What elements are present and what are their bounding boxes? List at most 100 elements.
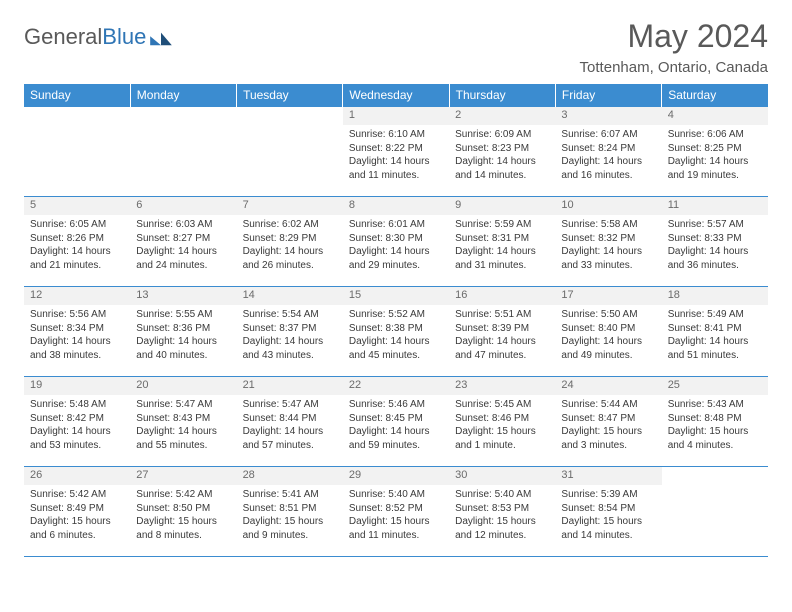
daylight-line: Daylight: 14 hours and 29 minutes. <box>349 245 443 272</box>
sunrise-line: Sunrise: 6:01 AM <box>349 218 443 232</box>
sunrise-line: Sunrise: 5:49 AM <box>668 308 762 322</box>
calendar-week-row: 1Sunrise: 6:10 AMSunset: 8:22 PMDaylight… <box>24 107 768 197</box>
sunrise-line: Sunrise: 6:09 AM <box>455 128 549 142</box>
calendar-day-cell: 31Sunrise: 5:39 AMSunset: 8:54 PMDayligh… <box>555 467 661 557</box>
calendar-table: Sunday Monday Tuesday Wednesday Thursday… <box>24 84 768 557</box>
calendar-week-row: 5 Sunrise: 6:05 AMSunset: 8:26 PM Daylight… <box>24 197 768 287</box>
daylight-line: Daylight: 14 hours and 36 minutes. <box>668 245 762 272</box>
day-number-empty <box>130 107 236 125</box>
sunrise-line: Sunrise: 5:45 AM <box>455 398 549 412</box>
calendar-day-cell: 12Sunrise: 5:56 AMSunset: 8:34 PMDayligh… <box>24 287 130 377</box>
daylight-line: Daylight: 14 hours and 38 minutes. <box>30 335 124 362</box>
day-number: 9 <box>449 197 555 215</box>
sunrise-line: Sunrise: 5:41 AM <box>243 488 337 502</box>
day-body: Sunrise: 5:50 AMSunset: 8:40 PMDaylight:… <box>555 305 661 364</box>
sunset-line: Sunset: 8:38 PM <box>349 322 443 336</box>
sunset-line: Sunset: 8:23 PM <box>455 142 549 156</box>
sunset-line: Sunset: 8:22 PM <box>349 142 443 156</box>
location-text: Tottenham, Ontario, Canada <box>580 59 768 76</box>
sunrise-line: Sunrise: 5:57 AM <box>668 218 762 232</box>
calendar-day-cell <box>237 107 343 197</box>
daylight-line: Daylight: 14 hours and 16 minutes. <box>561 155 655 182</box>
day-body: Sunrise: 6:01 AMSunset: 8:30 PMDaylight:… <box>343 215 449 274</box>
sunset-line: Sunset: 8:26 PM <box>30 232 124 246</box>
sunset-line: Sunset: 8:50 PM <box>136 502 230 516</box>
daylight-line: Daylight: 14 hours and 40 minutes. <box>136 335 230 362</box>
day-header: Tuesday <box>237 84 343 107</box>
sunset-line: Sunset: 8:25 PM <box>668 142 762 156</box>
daylight-line: Daylight: 15 hours and 14 minutes. <box>561 515 655 542</box>
day-number: 25 <box>662 377 768 395</box>
sunset-line: Sunset: 8:52 PM <box>349 502 443 516</box>
sunset-line: Sunset: 8:49 PM <box>30 502 124 516</box>
day-number: 14 <box>237 287 343 305</box>
calendar-day-cell: 8Sunrise: 6:01 AMSunset: 8:30 PMDaylight… <box>343 197 449 287</box>
sunrise-line: Sunrise: 6:05 AM <box>30 218 124 232</box>
sunset-line: Sunset: 8:42 PM <box>30 412 124 426</box>
sunrise-line: Sunrise: 5:47 AM <box>136 398 230 412</box>
sunset-line: Sunset: 8:53 PM <box>455 502 549 516</box>
daylight-line: Daylight: 14 hours and 31 minutes. <box>455 245 549 272</box>
sunrise-line: Sunrise: 6:02 AM <box>243 218 337 232</box>
sunset-line: Sunset: 8:36 PM <box>136 322 230 336</box>
calendar-day-cell: 22Sunrise: 5:46 AMSunset: 8:45 PMDayligh… <box>343 377 449 467</box>
sunrise-line: Sunrise: 6:07 AM <box>561 128 655 142</box>
calendar-day-cell: 13Sunrise: 5:55 AMSunset: 8:36 PMDayligh… <box>130 287 236 377</box>
sunrise-line: Sunrise: 5:55 AM <box>136 308 230 322</box>
day-number: 21 <box>237 377 343 395</box>
day-body: Sunrise: 6:07 AMSunset: 8:24 PMDaylight:… <box>555 125 661 184</box>
calendar-day-cell: 17Sunrise: 5:50 AMSunset: 8:40 PMDayligh… <box>555 287 661 377</box>
sunrise-line: Sunrise: 5:58 AM <box>561 218 655 232</box>
sunset-line: Sunset: 8:31 PM <box>455 232 549 246</box>
calendar-day-cell: 16 Sunrise: 5:51 AMSunset: 8:39 PMDayligh… <box>449 287 555 377</box>
calendar-page: GeneralBlue May 2024 Tottenham, Ontario,… <box>0 0 792 569</box>
title-block: May 2024 Tottenham, Ontario, Canada <box>580 18 768 76</box>
day-number: 7 <box>237 197 343 215</box>
day-number: 26 <box>24 467 130 485</box>
day-body: Sunrise: 5:39 AMSunset: 8:54 PMDaylight:… <box>555 485 661 544</box>
day-number: 24 <box>555 377 661 395</box>
daylight-line: Daylight: 15 hours and 3 minutes. <box>561 425 655 452</box>
sunrise-line: Sunrise: 5:47 AM <box>243 398 337 412</box>
calendar-day-cell <box>130 107 236 197</box>
sunset-line: Sunset: 8:39 PM <box>455 322 549 336</box>
daylight-line: Daylight: 15 hours and 11 minutes. <box>349 515 443 542</box>
sunrise-line: Sunrise: 6:10 AM <box>349 128 443 142</box>
sunrise-line: Sunrise: 5:51 AM <box>455 308 549 322</box>
daylight-line: Daylight: 14 hours and 45 minutes. <box>349 335 443 362</box>
day-number: 11 <box>662 197 768 215</box>
day-number: 8 <box>343 197 449 215</box>
day-number-empty <box>24 107 130 125</box>
daylight-line: Daylight: 15 hours and 6 minutes. <box>30 515 124 542</box>
day-number: 20 <box>130 377 236 395</box>
calendar-day-cell: 11Sunrise: 5:57 AMSunset: 8:33 PMDayligh… <box>662 197 768 287</box>
day-number: 16 <box>449 287 555 305</box>
sunset-line: Sunset: 8:29 PM <box>243 232 337 246</box>
calendar-day-cell <box>24 107 130 197</box>
day-number: 5 <box>24 197 130 215</box>
calendar-day-cell: 9 Sunrise: 5:59 AMSunset: 8:31 PMDaylight… <box>449 197 555 287</box>
sunset-line: Sunset: 8:45 PM <box>349 412 443 426</box>
sunset-line: Sunset: 8:34 PM <box>30 322 124 336</box>
sunrise-line: Sunrise: 5:42 AM <box>30 488 124 502</box>
day-body: Sunrise: 5:40 AMSunset: 8:53 PMDaylight:… <box>449 485 555 544</box>
daylight-line: Daylight: 14 hours and 57 minutes. <box>243 425 337 452</box>
calendar-day-cell: 19Sunrise: 5:48 AMSunset: 8:42 PMDayligh… <box>24 377 130 467</box>
calendar-day-cell: 21Sunrise: 5:47 AMSunset: 8:44 PMDayligh… <box>237 377 343 467</box>
day-number: 17 <box>555 287 661 305</box>
calendar-day-cell: 1Sunrise: 6:10 AMSunset: 8:22 PMDaylight… <box>343 107 449 197</box>
calendar-day-cell: 6Sunrise: 6:03 AMSunset: 8:27 PMDaylight… <box>130 197 236 287</box>
daylight-line: Daylight: 14 hours and 24 minutes. <box>136 245 230 272</box>
day-number: 10 <box>555 197 661 215</box>
day-body: Sunrise: 5:56 AMSunset: 8:34 PMDaylight:… <box>24 305 130 364</box>
daylight-line: Daylight: 14 hours and 33 minutes. <box>561 245 655 272</box>
day-header: Sunday <box>24 84 130 107</box>
sunset-line: Sunset: 8:27 PM <box>136 232 230 246</box>
day-body: Sunrise: 5:47 AMSunset: 8:44 PMDaylight:… <box>237 395 343 454</box>
sunset-line: Sunset: 8:44 PM <box>243 412 337 426</box>
sunrise-line: Sunrise: 5:59 AM <box>455 218 549 232</box>
daylight-line: Daylight: 14 hours and 47 minutes. <box>455 335 549 362</box>
day-body: Sunrise: 5:49 AMSunset: 8:41 PMDaylight:… <box>662 305 768 364</box>
brand-text: GeneralBlue <box>24 24 146 50</box>
brand-mark-icon <box>150 29 172 47</box>
